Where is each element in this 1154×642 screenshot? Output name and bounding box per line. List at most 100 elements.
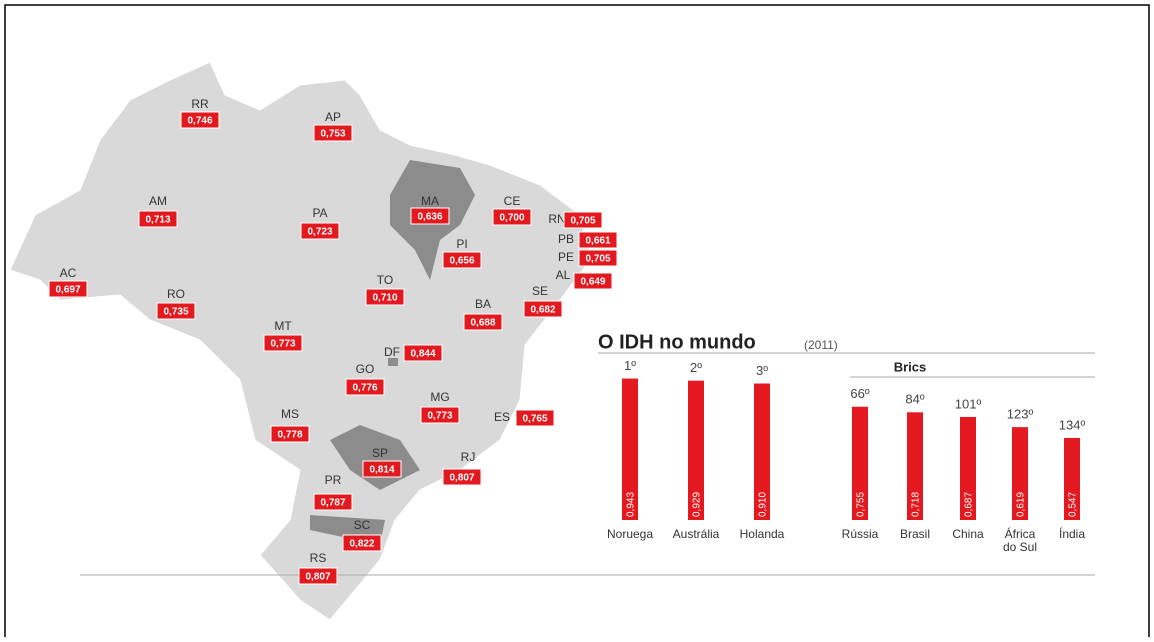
- rank-label: 134º: [1059, 417, 1086, 432]
- state-value: 0,735: [163, 307, 188, 318]
- state-code: SE: [532, 284, 548, 298]
- category-label: Holanda: [740, 527, 785, 541]
- state-value: 0,753: [320, 129, 345, 140]
- group-label: Brics: [894, 359, 927, 374]
- state-code: RO: [167, 287, 185, 301]
- state-code: TO: [377, 273, 393, 287]
- state-value: 0,636: [417, 212, 442, 223]
- state-value-box: [365, 288, 405, 306]
- category-label: Rússia: [842, 527, 879, 541]
- state-code: PR: [325, 473, 342, 487]
- state-value-box: [563, 211, 603, 229]
- state-code: MT: [274, 319, 292, 333]
- state-value: 0,656: [449, 256, 474, 267]
- state-value: 0,822: [349, 539, 374, 550]
- state-code: ES: [494, 410, 510, 424]
- state-code: RR: [191, 97, 209, 111]
- state-value: 0,661: [585, 236, 610, 247]
- state-value-box: [578, 249, 618, 267]
- state-value: 0,807: [305, 572, 330, 583]
- bar: [907, 412, 923, 520]
- state-code: CE: [504, 194, 521, 208]
- state-code: DF: [384, 345, 400, 359]
- rank-label: 1º: [624, 358, 636, 373]
- state-code: PA: [312, 206, 327, 220]
- rank-label: 123º: [1007, 407, 1034, 422]
- state-value: 0,778: [277, 430, 302, 441]
- chart-subtitle: (2011): [804, 338, 838, 352]
- state-value-box: [298, 567, 338, 585]
- state-value-box: [362, 460, 402, 478]
- category-label: Noruega: [607, 527, 653, 541]
- state-code: RJ: [461, 450, 476, 464]
- state-value: 0,649: [580, 277, 605, 288]
- state-value: 0,682: [530, 305, 555, 316]
- state-value-box: [492, 208, 532, 226]
- state-value: 0,700: [499, 213, 524, 224]
- category-label: Austrália: [673, 527, 720, 541]
- state-code: GO: [356, 362, 375, 376]
- state-value-box: [345, 378, 385, 396]
- state-value: 0,807: [449, 473, 474, 484]
- state-value-box: [313, 493, 353, 511]
- bar: [1064, 437, 1080, 520]
- rank-label: 3º: [756, 363, 768, 378]
- state-value-box: [523, 300, 563, 318]
- state-value: 0,773: [270, 339, 295, 350]
- state-value-box: [463, 313, 503, 331]
- state-value-box: [180, 111, 220, 129]
- state-value-box: [410, 207, 450, 225]
- bar-value-label: 0,943: [626, 492, 637, 517]
- state-value-box: [578, 231, 618, 249]
- state-value: 0,844: [410, 349, 435, 360]
- state-value-box: [515, 409, 555, 427]
- state-code: PI: [456, 237, 467, 251]
- bar: [622, 378, 638, 520]
- rank-label: 84º: [905, 392, 924, 407]
- state-value-box: [300, 222, 340, 240]
- state-value-box: [442, 468, 482, 486]
- state-value-box: [48, 280, 88, 298]
- state-code: RN: [548, 212, 565, 226]
- frame: [4, 4, 1150, 642]
- state-value-box: [138, 210, 178, 228]
- state-code: SP: [372, 446, 388, 460]
- category-label: China: [952, 527, 984, 541]
- state-value-box: [442, 251, 482, 269]
- bar-value-label: 0,929: [692, 492, 703, 517]
- state-code: MA: [421, 194, 439, 208]
- bar-value-label: 0,687: [964, 492, 975, 517]
- state-value: 0,765: [522, 414, 547, 425]
- state-value-box: [156, 302, 196, 320]
- bar: [1012, 427, 1028, 520]
- state-code: AL: [556, 268, 571, 282]
- state-value: 0,705: [570, 216, 595, 227]
- region-df: [388, 358, 398, 366]
- bar: [754, 383, 770, 520]
- state-value: 0,776: [352, 383, 377, 394]
- state-value-box: [263, 334, 303, 352]
- bar-value-label: 0,910: [758, 492, 769, 517]
- state-value: 0,787: [320, 498, 345, 509]
- state-value: 0,814: [369, 465, 394, 476]
- state-code: BA: [475, 297, 491, 311]
- state-value-box: [270, 425, 310, 443]
- state-code: SC: [354, 518, 371, 532]
- state-value-box: [403, 344, 443, 362]
- state-value: 0,713: [145, 215, 170, 226]
- state-value: 0,723: [307, 227, 332, 238]
- bar: [688, 380, 704, 520]
- rank-label: 66º: [850, 386, 869, 401]
- bar-value-label: 0,547: [1068, 492, 1079, 517]
- state-value-box: [573, 272, 613, 290]
- state-code: AP: [325, 110, 341, 124]
- state-value: 0,773: [427, 411, 452, 422]
- bar-value-label: 0,755: [856, 492, 867, 517]
- state-code: PB: [558, 232, 574, 246]
- state-code: AC: [60, 266, 77, 280]
- state-code: MS: [281, 407, 299, 421]
- state-value: 0,705: [585, 254, 610, 265]
- category-label: Índia: [1059, 526, 1085, 541]
- state-code: PE: [558, 250, 574, 264]
